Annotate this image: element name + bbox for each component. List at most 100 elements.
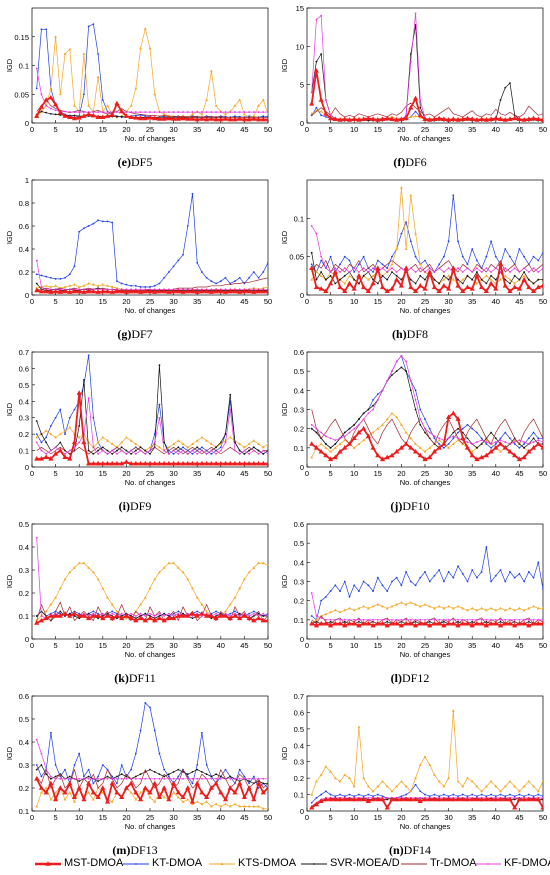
data-point [257, 612, 260, 615]
data-point [446, 286, 452, 291]
data-point [100, 615, 106, 621]
data-point [257, 804, 260, 808]
chart-panel-df7: 0 0.2 0.4 0.6 0.8 1 0 5 10 15 20 25 30 35 40 45 50 IGD No.… [0, 172, 272, 347]
data-point [442, 618, 445, 621]
y-tick-label: 0.3 [294, 578, 304, 587]
data-point [218, 789, 224, 795]
data-point [45, 436, 48, 439]
data-point [68, 775, 71, 778]
x-tick-label: 15 [99, 469, 107, 478]
data-point [196, 768, 199, 771]
chart-panel-df5: 0 0.05 0.1 0.15 0 5 10 15 20 25 30 35 40 45 50 IGD No. o… [0, 0, 272, 175]
data-point [507, 796, 513, 802]
data-point [95, 613, 101, 618]
data-point [542, 588, 543, 591]
data-point [255, 780, 262, 786]
data-point [320, 114, 323, 117]
data-point [238, 442, 242, 445]
data-point [419, 418, 422, 420]
data-point [365, 288, 371, 293]
data-point [319, 442, 323, 445]
x-tick-label: 5 [54, 641, 58, 650]
data-point [152, 460, 158, 466]
data-point [372, 267, 374, 270]
y-tick-label: 0.3 [19, 761, 29, 770]
data-point [513, 618, 516, 621]
data-point [181, 570, 185, 574]
data-point [490, 443, 492, 445]
data-point [44, 284, 48, 287]
data-point [319, 274, 323, 277]
data-point [323, 288, 329, 293]
data-point [116, 280, 118, 283]
data-point [257, 561, 260, 565]
series-line [35, 778, 268, 803]
data-point [499, 793, 502, 796]
data-point [346, 796, 353, 802]
data-point [499, 439, 502, 442]
data-point [419, 423, 422, 426]
data-point [144, 777, 147, 780]
x-tick-label: 30 [444, 813, 452, 822]
data-point [446, 620, 452, 626]
data-point [189, 288, 196, 294]
data-point [54, 596, 57, 599]
series-mst-dmoa [34, 287, 268, 294]
data-point [412, 448, 419, 454]
x-tick-label: 10 [75, 125, 83, 134]
data-point [222, 289, 229, 294]
data-point [403, 115, 409, 121]
data-point [238, 452, 241, 455]
data-point [537, 271, 540, 273]
data-point [476, 795, 478, 798]
data-point [147, 115, 153, 120]
data-point [460, 116, 466, 121]
data-point [116, 782, 118, 785]
data-point [158, 777, 161, 780]
data-point [218, 116, 224, 122]
x-axis-label: No. of changes [400, 134, 451, 143]
legend-label: KTS-DMOA [238, 857, 297, 869]
x-tick-label: 50 [539, 469, 547, 478]
y-axis-label: IGD [5, 58, 14, 72]
data-point [348, 274, 351, 277]
data-point [214, 802, 218, 806]
data-point [339, 437, 341, 440]
y-tick-label: 0.6 [19, 692, 29, 701]
data-point [73, 408, 76, 411]
data-point [68, 111, 71, 113]
data-point [45, 275, 48, 278]
data-point [455, 796, 461, 802]
data-point [424, 278, 426, 281]
data-point [182, 449, 184, 452]
data-point [367, 618, 370, 621]
data-point [251, 617, 257, 623]
data-point [356, 273, 362, 278]
data-point [142, 288, 148, 294]
data-point [120, 115, 123, 118]
data-point [83, 111, 85, 113]
data-point [361, 796, 367, 802]
data-point [86, 111, 92, 117]
data-point [403, 441, 409, 446]
data-point [504, 580, 507, 583]
data-point [161, 116, 167, 121]
data-point [513, 796, 516, 799]
data-point [333, 608, 337, 612]
data-point [480, 437, 483, 440]
data-point [405, 370, 408, 373]
data-point [532, 282, 535, 285]
data-point [116, 449, 118, 452]
data-point [409, 789, 413, 793]
series-line [36, 397, 268, 455]
data-point [318, 97, 324, 102]
data-point [224, 609, 227, 613]
data-point [177, 610, 180, 613]
data-point [38, 455, 45, 461]
data-point [342, 288, 348, 293]
x-tick-label: 40 [217, 813, 225, 822]
data-point [34, 776, 40, 781]
data-point [64, 452, 66, 455]
data-point [92, 416, 95, 419]
data-point [464, 796, 471, 802]
